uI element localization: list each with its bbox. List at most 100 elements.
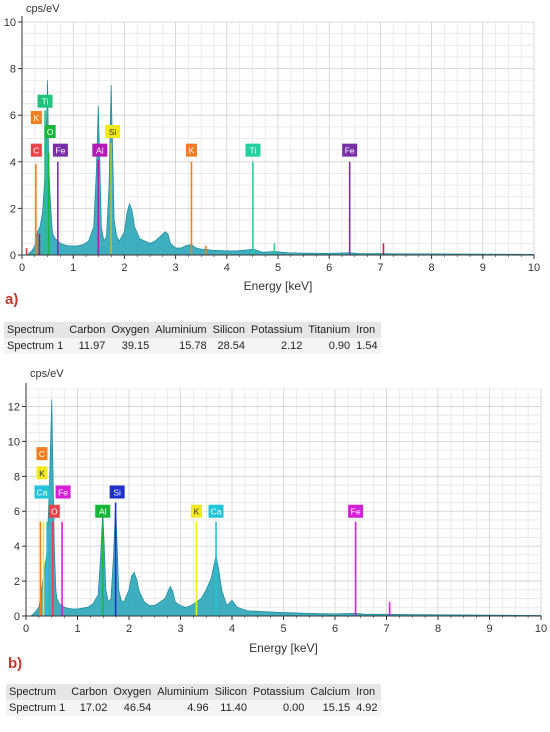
element-label-box	[105, 125, 121, 139]
x-tick-label: 3	[177, 623, 183, 635]
x-tick-label: 6	[332, 623, 338, 635]
element-label-text: O	[47, 127, 54, 137]
element-label-box	[92, 143, 108, 157]
element-label-text: Al	[99, 507, 107, 517]
x-tick-label: 5	[280, 623, 286, 635]
element-label-text: Ca	[211, 507, 222, 517]
cell-carbon: 11.97	[66, 338, 109, 354]
header-potassium: Potassium	[250, 684, 308, 700]
cell-potassium: 2.12	[248, 338, 306, 354]
element-label-box	[208, 504, 224, 518]
header-silicon: Silicon	[211, 684, 251, 700]
x-tick-label: 7	[377, 262, 383, 274]
cell-silicon: 11.40	[211, 700, 251, 716]
header-aluminium: Aluminium	[154, 684, 212, 700]
grid	[25, 388, 542, 617]
x-axis-title: Energy [keV]	[249, 641, 318, 655]
composition-table-a: Spectrum Carbon Oxygen Aluminium Silicon…	[4, 322, 381, 354]
element-label-c: C	[36, 447, 48, 461]
element-label-box	[245, 143, 261, 157]
element-label-box	[30, 111, 42, 125]
element-label-box	[34, 485, 50, 499]
element-label-si: Si	[105, 125, 121, 139]
element-label-box	[44, 125, 56, 139]
header-spectrum: Spectrum	[6, 684, 69, 700]
element-label-box	[36, 466, 48, 480]
x-tick-label: 9	[486, 623, 492, 635]
y-tick-label: 10	[8, 436, 20, 448]
element-label-text: K	[39, 468, 45, 478]
element-label-text: Ca	[37, 488, 48, 498]
spectrum-area	[26, 80, 535, 256]
element-label-text: Fe	[345, 146, 355, 156]
element-label-text: Fe	[58, 488, 68, 498]
element-label-text: Fe	[55, 146, 65, 156]
header-potassium: Potassium	[248, 322, 306, 338]
element-label-o: O	[48, 504, 60, 518]
x-tick-label: 1	[74, 623, 80, 635]
y-tick-label: 4	[14, 541, 20, 553]
y-tick-label: 0	[14, 611, 20, 623]
cell-iron: 4.92	[353, 700, 381, 716]
x-tick-label: 0	[23, 623, 29, 635]
composition-table-b: Spectrum Carbon Oxygen Aluminium Silicon…	[6, 684, 381, 716]
element-label-al: Al	[95, 504, 111, 518]
x-tick-label: 7	[383, 623, 389, 635]
element-label-box	[190, 504, 202, 518]
y-tick-label: 10	[4, 17, 16, 29]
x-tick-label: 0	[19, 262, 25, 274]
element-label-al: Al	[92, 143, 108, 157]
header-titanium: Titanium	[305, 322, 354, 338]
element-label-ti: Ti	[245, 143, 261, 157]
spectrum-panel-b: C K Ca Fe O Al Si K Ca Fe 0 1 2 3 4 5 6 7 8 9 10 0 2 4 6 8 10 12 cps…	[0, 365, 550, 732]
element-label-box	[185, 143, 197, 157]
x-tick-label: 4	[229, 623, 235, 635]
element-label-k: K	[190, 504, 202, 518]
cell-spectrum: Spectrum 1	[6, 700, 69, 716]
cell-aluminium: 15.78	[152, 338, 210, 354]
table-header-row: Spectrum Carbon Oxygen Aluminium Silicon…	[6, 684, 381, 700]
cell-oxygen: 46.54	[110, 700, 155, 716]
header-aluminium: Aluminium	[152, 322, 210, 338]
y-tick-label: 6	[14, 506, 20, 518]
x-tick-label: 10	[528, 262, 540, 274]
table-header-row: Spectrum Carbon Oxygen Aluminium Silicon…	[4, 322, 381, 338]
element-label-text: Si	[109, 127, 117, 137]
grid	[21, 21, 535, 256]
element-label-k: K	[30, 111, 42, 125]
element-label-ti: Ti	[37, 94, 53, 108]
cell-carbon: 17.02	[68, 700, 111, 716]
element-label-box	[342, 143, 358, 157]
header-carbon: Carbon	[68, 684, 111, 700]
x-tick-label: 8	[435, 623, 441, 635]
header-carbon: Carbon	[66, 322, 109, 338]
table-row: Spectrum 1 17.02 46.54 4.96 11.40 0.00 1…	[6, 700, 381, 716]
y-tick-label: 4	[10, 157, 16, 169]
element-label-box	[30, 143, 42, 157]
cell-aluminium: 4.96	[154, 700, 212, 716]
panel-label-b: b)	[8, 655, 23, 672]
x-tick-label: 4	[224, 262, 230, 274]
x-tick-label: 5	[275, 262, 281, 274]
cell-iron: 1.54	[353, 338, 381, 354]
element-label-text: C	[33, 146, 39, 156]
element-label-o: O	[44, 125, 56, 139]
header-iron: Iron	[353, 684, 381, 700]
element-label-text: Fe	[351, 507, 361, 517]
header-oxygen: Oxygen	[108, 322, 153, 338]
element-label-box	[48, 504, 60, 518]
header-calcium: Calcium	[307, 684, 354, 700]
element-label-fe: Fe	[348, 504, 364, 518]
x-tick-label: 1	[70, 262, 76, 274]
element-label-box	[37, 94, 53, 108]
element-label-text: Ti	[42, 97, 49, 107]
element-label-text: K	[189, 146, 195, 156]
element-label-text: K	[194, 507, 200, 517]
element-label-text: Ti	[250, 146, 257, 156]
element-label-si: Si	[109, 485, 125, 499]
y-tick-label: 8	[10, 64, 16, 76]
element-label-fe: Fe	[52, 143, 68, 157]
element-label-box	[52, 143, 68, 157]
element-label-box	[348, 504, 364, 518]
